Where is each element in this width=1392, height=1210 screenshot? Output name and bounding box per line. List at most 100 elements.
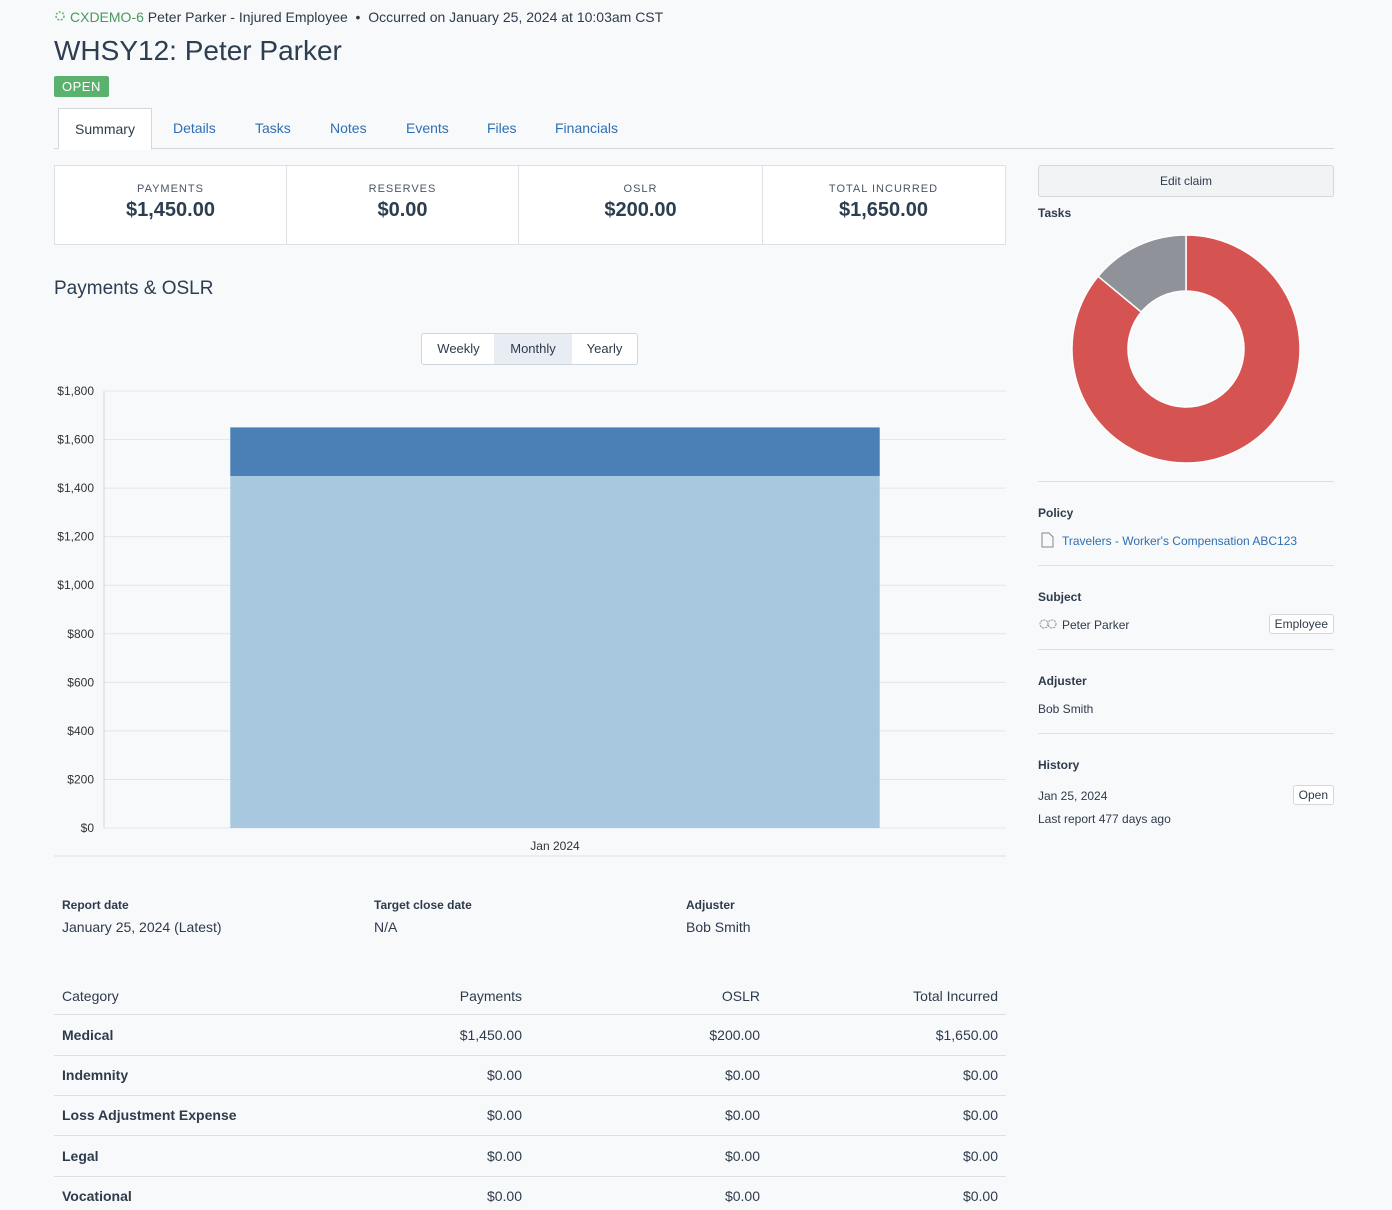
section-title: Payments & OSLR — [54, 278, 214, 299]
summary-value: $1,650.00 — [839, 199, 928, 221]
table-cell: $200.00 — [709, 1027, 760, 1043]
tab[interactable]: Events — [406, 120, 449, 136]
history-label: History — [1038, 758, 1080, 772]
row-rule — [54, 1014, 1006, 1015]
edit-button[interactable]: Edit claim — [1038, 165, 1334, 197]
summary-value: $200.00 — [604, 199, 677, 221]
x-tick-label: Jan 2024 — [530, 839, 580, 853]
claim-icon — [55, 11, 65, 21]
y-tick-label: $1,200 — [57, 530, 94, 544]
y-tick-label: $0 — [81, 821, 95, 835]
table-header: Category — [62, 988, 119, 1004]
table-cell: $1,450.00 — [459, 1027, 522, 1043]
summary-card: PAYMENTS $1,450.00 — [55, 166, 287, 244]
summary-card: OSLR $200.00 — [519, 166, 763, 244]
row-rule — [54, 1175, 1006, 1177]
period-button[interactable]: Yearly — [572, 333, 638, 365]
table-cell: $0.00 — [724, 1147, 760, 1164]
summary-label: TOTAL INCURRED — [828, 183, 939, 195]
table-cell: Indemnity — [62, 1067, 129, 1084]
summary-box — [54, 165, 1006, 245]
y-tick-label: $200 — [67, 772, 94, 786]
table-cell: $0.00 — [724, 1107, 760, 1124]
table-cell: $0.00 — [962, 1107, 998, 1124]
y-tick-label: $800 — [67, 627, 94, 641]
summary-card: RESERVES $0.00 — [287, 166, 519, 244]
separator — [1038, 649, 1334, 650]
occurred: Occurred on January 25, 2024 at 10:03am … — [368, 9, 664, 25]
y-tick-label: $1,600 — [57, 433, 94, 447]
report-label: Adjuster — [686, 898, 735, 912]
table-cell: $0.00 — [724, 1187, 760, 1204]
adjuster-name: Bob Smith — [1038, 702, 1094, 716]
summary-value: $1,450.00 — [126, 199, 215, 221]
subject-icon — [1039, 619, 1057, 629]
summary-label: OSLR — [623, 183, 658, 195]
row-rule — [54, 1095, 1006, 1097]
bar-chart: $0 $200 $400 $600 $800 $1,000 $1,200 $1,400 $1,6… — [54, 384, 1006, 857]
breadcrumb: CXDEMO-6 Peter Parker - Injured Employee… — [70, 9, 664, 25]
tab[interactable]: Tasks — [255, 120, 291, 136]
table-header: Total Incurred — [913, 988, 998, 1004]
table-cell: $0.00 — [486, 1187, 522, 1204]
history-date: Jan 25, 2024 — [1038, 789, 1108, 803]
claim-code[interactable]: CXDEMO-6 — [70, 9, 144, 25]
claim-name: Peter Parker - Injured Employee — [147, 9, 348, 25]
subject-label: Subject — [1038, 590, 1082, 604]
y-tick-label: $600 — [67, 675, 94, 689]
table-cell: Medical — [62, 1027, 114, 1043]
tab[interactable]: Details — [173, 120, 216, 136]
summary-card: TOTAL INCURRED $1,650.00 — [763, 166, 1004, 244]
subject-role: Employee — [1268, 614, 1334, 634]
status-badge: OPEN — [54, 76, 109, 97]
summary-label: PAYMENTS — [137, 183, 204, 195]
table-cell: $0.00 — [486, 1067, 522, 1084]
table-cell: Loss Adjustment Expense — [62, 1107, 237, 1124]
bar-segment — [230, 475, 880, 828]
separator — [1038, 481, 1334, 482]
doc-icon — [1041, 532, 1054, 548]
tab[interactable]: Files — [487, 120, 517, 136]
period-button-active[interactable]: Monthly — [494, 333, 573, 365]
summary-value: $0.00 — [377, 199, 428, 221]
row-rule — [54, 1055, 1006, 1056]
y-tick-label: $1,800 — [57, 384, 94, 398]
subject-name: Peter Parker — [1062, 618, 1130, 632]
tab-line — [54, 148, 1334, 149]
y-tick-label: $400 — [67, 724, 94, 738]
report-value: January 25, 2024 (Latest) — [62, 919, 222, 935]
row-rule — [54, 1135, 1006, 1137]
report-value: N/A — [374, 919, 398, 935]
y-tick-label: $1,000 — [57, 578, 94, 592]
table-cell: Vocational — [62, 1187, 132, 1204]
tab-active[interactable]: Summary — [58, 108, 152, 150]
y-tick-label: $1,400 — [57, 481, 94, 495]
period-button[interactable]: Weekly — [421, 333, 496, 365]
table-cell: $0.00 — [962, 1187, 998, 1204]
history-status: Open — [1292, 785, 1334, 805]
policy-label: Policy — [1038, 506, 1074, 520]
table-header: Payments — [459, 988, 522, 1004]
table-cell: $0.00 — [962, 1067, 998, 1084]
table-cell: $0.00 — [486, 1147, 522, 1164]
table-cell: Legal — [62, 1147, 99, 1164]
donut-slice — [1097, 234, 1187, 314]
policy-link[interactable]: Travelers - Worker's Compensation ABC123 — [1062, 534, 1298, 548]
tab[interactable]: Notes — [330, 120, 367, 136]
summary-label: RESERVES — [368, 183, 437, 195]
report-label: Target close date — [374, 898, 472, 912]
table-cell: $0.00 — [724, 1067, 760, 1084]
table-cell: $0.00 — [962, 1147, 998, 1164]
table-cell: $1,650.00 — [935, 1027, 998, 1043]
last-report: Last report 477 days ago — [1038, 812, 1171, 826]
donut-chart — [1071, 234, 1301, 464]
table-cell: $0.00 — [486, 1107, 522, 1124]
separator — [1038, 565, 1334, 566]
tasks-title: Tasks — [1038, 206, 1072, 220]
tab[interactable]: Financials — [555, 120, 619, 136]
title: WHSY12: Peter Parker — [54, 35, 342, 66]
adjuster-label: Adjuster — [1038, 674, 1087, 688]
table-header: OSLR — [721, 988, 760, 1004]
